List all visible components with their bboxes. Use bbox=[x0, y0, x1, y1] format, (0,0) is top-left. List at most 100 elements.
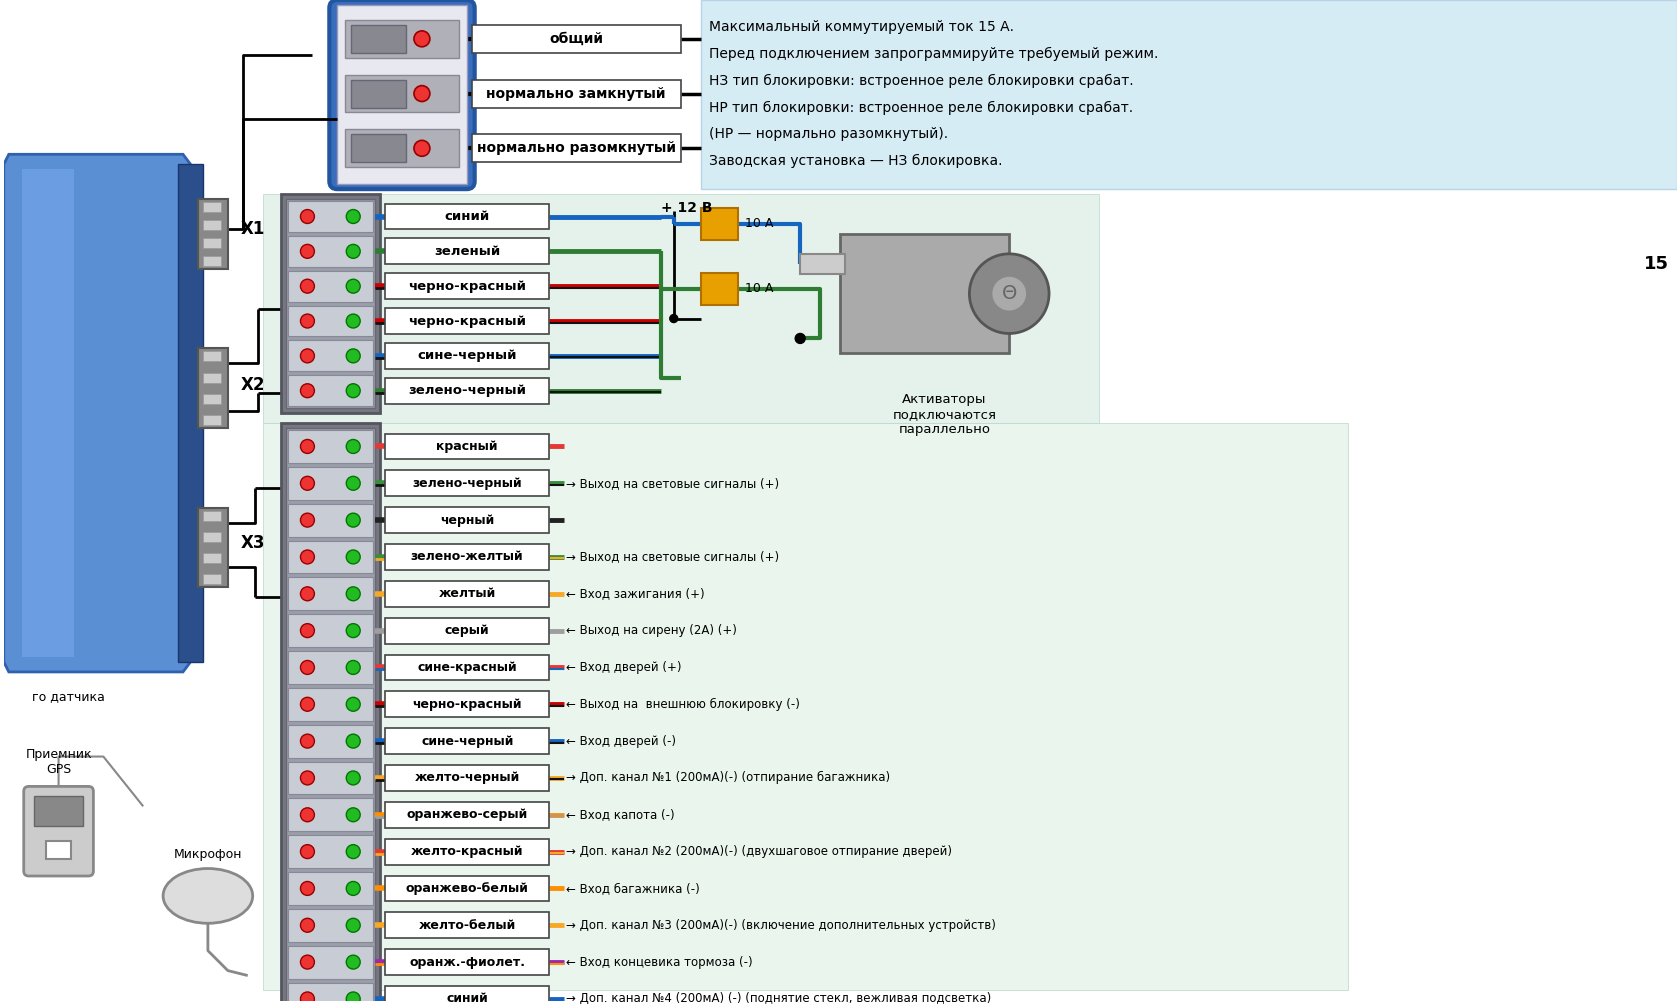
Circle shape bbox=[301, 771, 314, 785]
Text: X3: X3 bbox=[240, 533, 265, 551]
FancyBboxPatch shape bbox=[385, 434, 549, 460]
Circle shape bbox=[413, 86, 430, 102]
FancyBboxPatch shape bbox=[351, 135, 407, 162]
FancyBboxPatch shape bbox=[701, 0, 1677, 189]
Text: нормально замкнутый: нормально замкнутый bbox=[486, 87, 665, 101]
Circle shape bbox=[301, 881, 314, 895]
Text: ← Вход дверей (-): ← Вход дверей (-) bbox=[566, 734, 675, 747]
Text: синий: синий bbox=[447, 993, 487, 1005]
Text: нормально разомкнутый: нормально разомкнутый bbox=[477, 141, 675, 155]
Circle shape bbox=[346, 661, 360, 674]
Text: оранжево-белый: оранжево-белый bbox=[405, 882, 528, 895]
FancyBboxPatch shape bbox=[203, 256, 220, 266]
Text: общий: общий bbox=[549, 32, 603, 46]
Text: синий: синий bbox=[444, 210, 489, 223]
FancyBboxPatch shape bbox=[203, 574, 220, 584]
FancyBboxPatch shape bbox=[840, 234, 1008, 353]
FancyBboxPatch shape bbox=[385, 765, 549, 791]
FancyBboxPatch shape bbox=[286, 428, 375, 1006]
Circle shape bbox=[346, 881, 360, 895]
Text: ← Вход зажигания (+): ← Вход зажигания (+) bbox=[566, 588, 704, 601]
FancyBboxPatch shape bbox=[178, 164, 203, 662]
Circle shape bbox=[301, 734, 314, 748]
FancyBboxPatch shape bbox=[351, 25, 407, 52]
Circle shape bbox=[346, 845, 360, 858]
Text: → Доп. канал №2 (200мА)(-) (двухшаговое отпирание дверей): → Доп. канал №2 (200мА)(-) (двухшаговое … bbox=[566, 845, 951, 858]
Circle shape bbox=[346, 624, 360, 638]
FancyBboxPatch shape bbox=[385, 839, 549, 864]
FancyBboxPatch shape bbox=[287, 577, 373, 611]
Polygon shape bbox=[22, 169, 74, 657]
FancyBboxPatch shape bbox=[385, 507, 549, 533]
Text: (НР — нормально разомкнутый).: (НР — нормально разомкнутый). bbox=[709, 128, 948, 142]
Text: → Доп. канал №4 (200мА) (-) (поднятие стекл, вежливая подсветка): → Доп. канал №4 (200мА) (-) (поднятие ст… bbox=[566, 993, 991, 1005]
Text: Приемник
GPS: Приемник GPS bbox=[25, 748, 92, 777]
Circle shape bbox=[346, 992, 360, 1006]
Text: + 12 В: + 12 В bbox=[660, 201, 712, 215]
FancyBboxPatch shape bbox=[472, 25, 680, 52]
Circle shape bbox=[301, 808, 314, 822]
Text: желтый: желтый bbox=[438, 588, 496, 601]
Circle shape bbox=[346, 513, 360, 527]
FancyBboxPatch shape bbox=[385, 203, 549, 229]
Text: X2: X2 bbox=[240, 376, 265, 394]
Circle shape bbox=[346, 734, 360, 748]
FancyBboxPatch shape bbox=[385, 728, 549, 754]
FancyBboxPatch shape bbox=[287, 872, 373, 904]
Circle shape bbox=[346, 955, 360, 969]
FancyBboxPatch shape bbox=[287, 835, 373, 868]
Text: НР тип блокировки: встроенное реле блокировки срабат.: НР тип блокировки: встроенное реле блоки… bbox=[709, 101, 1132, 115]
Text: Активаторы
подключаются
параллельно: Активаторы подключаются параллельно bbox=[892, 393, 996, 437]
Circle shape bbox=[346, 550, 360, 564]
Circle shape bbox=[301, 992, 314, 1006]
FancyBboxPatch shape bbox=[287, 340, 373, 371]
Circle shape bbox=[346, 697, 360, 711]
Text: Максимальный коммутируемый ток 15 А.: Максимальный коммутируемый ток 15 А. bbox=[709, 20, 1013, 34]
FancyBboxPatch shape bbox=[287, 946, 373, 979]
FancyBboxPatch shape bbox=[385, 274, 549, 299]
Text: красный: красный bbox=[437, 440, 497, 453]
Text: ← Выход на  внешнюю блокировку (-): ← Выход на внешнюю блокировку (-) bbox=[566, 698, 800, 711]
FancyBboxPatch shape bbox=[385, 802, 549, 828]
Text: сине-черный: сине-черный bbox=[420, 734, 512, 747]
Circle shape bbox=[301, 476, 314, 490]
Circle shape bbox=[301, 586, 314, 601]
Circle shape bbox=[301, 440, 314, 454]
Text: зелено-черный: зелено-черный bbox=[412, 477, 522, 490]
FancyBboxPatch shape bbox=[287, 306, 373, 336]
FancyBboxPatch shape bbox=[287, 724, 373, 758]
FancyBboxPatch shape bbox=[287, 504, 373, 536]
Text: 10 А: 10 А bbox=[744, 282, 773, 295]
Circle shape bbox=[301, 209, 314, 223]
FancyBboxPatch shape bbox=[287, 615, 373, 647]
FancyBboxPatch shape bbox=[203, 532, 220, 542]
Circle shape bbox=[346, 349, 360, 363]
Text: → Выход на световые сигналы (+): → Выход на световые сигналы (+) bbox=[566, 550, 780, 563]
Circle shape bbox=[301, 845, 314, 858]
FancyBboxPatch shape bbox=[287, 762, 373, 795]
FancyBboxPatch shape bbox=[287, 430, 373, 463]
FancyBboxPatch shape bbox=[344, 74, 459, 113]
FancyBboxPatch shape bbox=[24, 787, 94, 876]
Circle shape bbox=[346, 383, 360, 397]
Circle shape bbox=[346, 918, 360, 933]
Text: → Выход на световые сигналы (+): → Выход на световые сигналы (+) bbox=[566, 477, 780, 490]
FancyBboxPatch shape bbox=[45, 841, 71, 859]
Text: черный: черный bbox=[440, 514, 494, 526]
FancyBboxPatch shape bbox=[262, 424, 1347, 991]
Circle shape bbox=[795, 333, 805, 343]
Text: зелено-желтый: зелено-желтый bbox=[410, 550, 522, 563]
FancyBboxPatch shape bbox=[385, 378, 549, 403]
Circle shape bbox=[346, 586, 360, 601]
Text: желто-белый: желто-белый bbox=[418, 918, 516, 932]
Circle shape bbox=[301, 349, 314, 363]
Circle shape bbox=[301, 918, 314, 933]
FancyBboxPatch shape bbox=[203, 220, 220, 230]
FancyBboxPatch shape bbox=[385, 875, 549, 901]
FancyBboxPatch shape bbox=[385, 912, 549, 939]
FancyBboxPatch shape bbox=[385, 471, 549, 496]
FancyBboxPatch shape bbox=[338, 5, 467, 184]
Text: го датчика: го датчика bbox=[32, 690, 104, 703]
FancyBboxPatch shape bbox=[287, 908, 373, 942]
FancyBboxPatch shape bbox=[262, 194, 1099, 424]
